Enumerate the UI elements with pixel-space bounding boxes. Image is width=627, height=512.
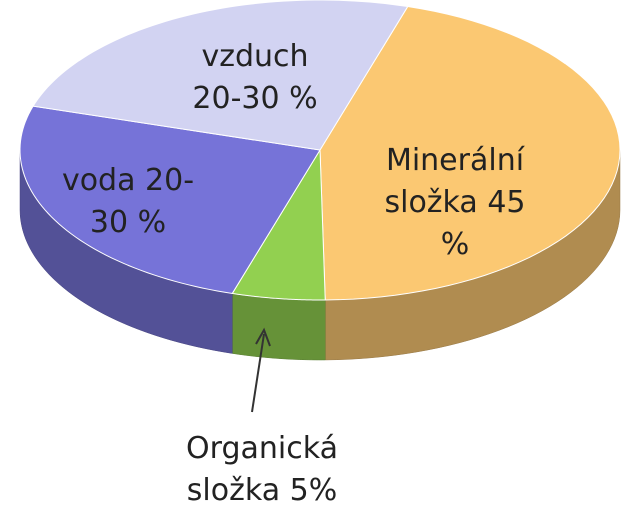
slice-label: Minerální složka 45 % (368, 140, 543, 266)
category-label: vzduch (201, 39, 309, 74)
value-label: 20-30 % (192, 81, 318, 116)
slice-label: vzduch 20-30 % (180, 36, 330, 120)
category-label: Minerální složka (384, 143, 525, 220)
slice-label: Organická složka 5% (170, 428, 355, 512)
tops (19, 0, 621, 301)
slice (32, 0, 409, 151)
arrow-shaft (251, 333, 265, 413)
slice-label: voda 20-30 % (53, 160, 203, 244)
value-label: 20-30 % (89, 163, 195, 240)
arrow-head (255, 327, 271, 347)
slice (19, 105, 321, 294)
category-label: voda (61, 163, 136, 198)
slice (319, 6, 621, 301)
category-label: Organická složka (186, 431, 338, 508)
sides (19, 149, 621, 361)
value-label: 5% (289, 473, 338, 508)
slice-side (232, 293, 326, 361)
slice (231, 148, 326, 301)
value-label: 45 % (440, 185, 526, 262)
